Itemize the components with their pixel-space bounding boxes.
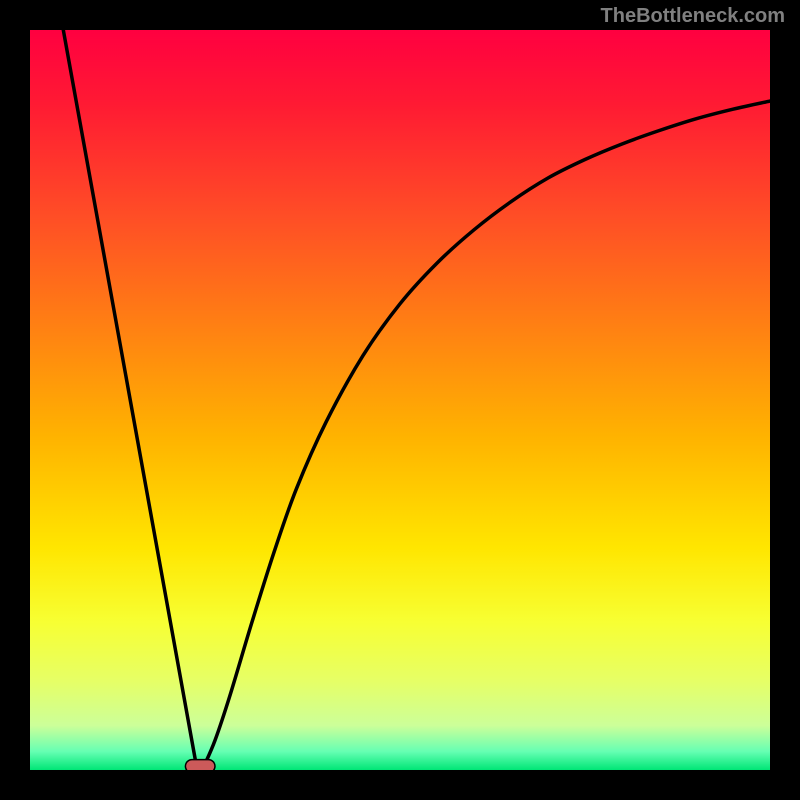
bottleneck-curve [63, 30, 770, 766]
plot-area [30, 30, 770, 770]
curve-layer [30, 30, 770, 770]
chart-container: TheBottleneck.com [0, 0, 800, 800]
watermark-label: TheBottleneck.com [601, 5, 785, 28]
minimum-marker [185, 760, 215, 770]
